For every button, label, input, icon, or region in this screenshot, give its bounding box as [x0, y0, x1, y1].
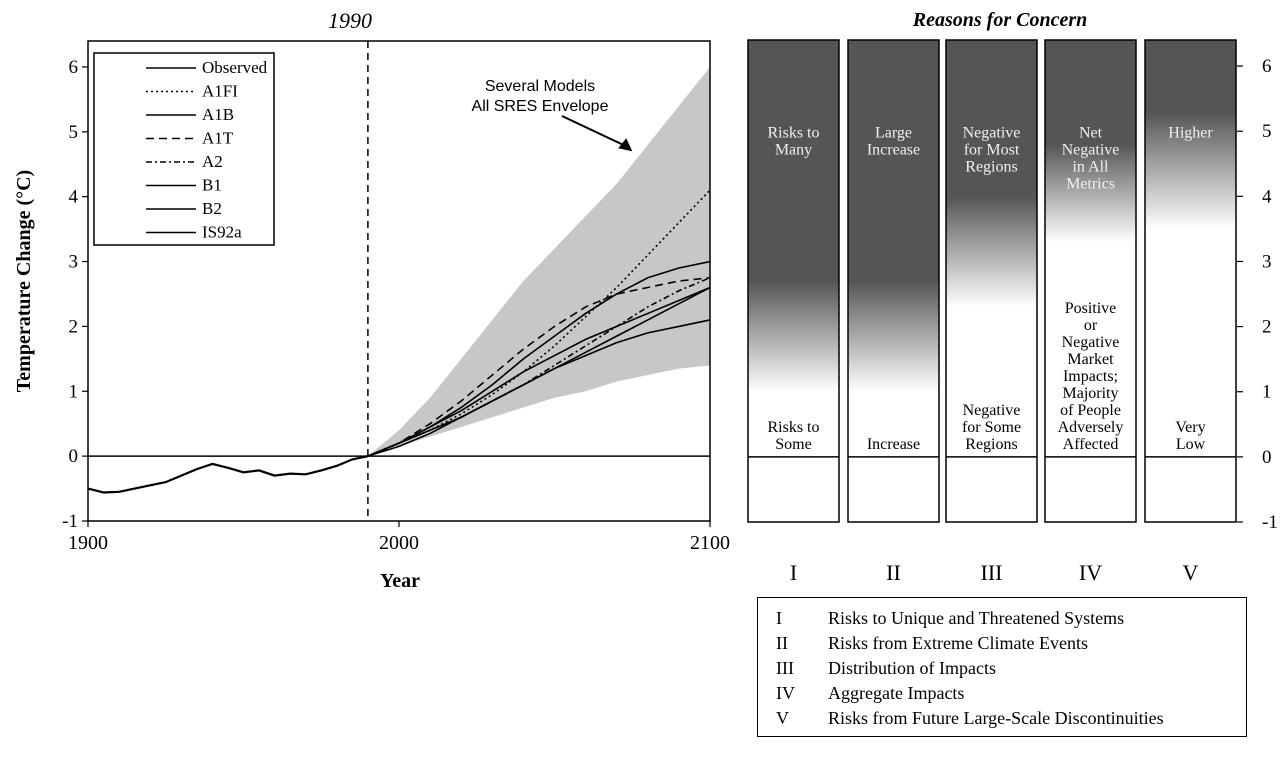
legend-entry: A1B	[202, 105, 234, 124]
y-axis-label: Temperature Change (°C)	[13, 170, 35, 392]
right-y-tick-label: 4	[1262, 186, 1272, 207]
legend-table-row: II Risks from Extreme Climate Events	[772, 631, 1232, 656]
right-y-tick-label: 0	[1262, 447, 1272, 468]
annotation-line-1: Several Models	[485, 78, 595, 95]
low-risk-label: Positive	[1065, 300, 1117, 317]
y-tick-label: 6	[69, 57, 79, 78]
low-risk-label: Increase	[867, 436, 920, 453]
column-id-label: IV	[1079, 560, 1102, 585]
temperature-chart: 1990 -1 0 1 2 3 4 5 6 1900 2000 2100 Year Temperat…	[13, 8, 730, 592]
high-risk-label: Negative	[963, 125, 1021, 142]
legend-table-row: I Risks to Unique and Threatened Systems	[772, 606, 1232, 631]
y-tick-label: -1	[62, 511, 78, 532]
y-tick-label: 5	[69, 122, 79, 143]
low-risk-label: Affected	[1063, 436, 1119, 453]
x-tick-label: 1900	[68, 532, 108, 554]
right-y-tick-label: 5	[1262, 121, 1272, 142]
low-risk-label: Adversely	[1058, 419, 1124, 436]
chart-title-1990: 1990	[328, 8, 372, 33]
annotation-arrow	[561, 115, 629, 149]
legend-table-text: Aggregate Impacts	[828, 683, 965, 703]
low-risk-label: Market	[1067, 351, 1114, 368]
legend-table-id: III	[776, 658, 794, 678]
high-risk-label: in All	[1072, 159, 1109, 176]
legend-table-row: III Distribution of Impacts	[772, 656, 1232, 681]
legend-table-text: Risks to Unique and Threatened Systems	[828, 608, 1125, 628]
right-y-tick-label: 3	[1262, 251, 1272, 272]
legend-table-row: V Risks from Future Large-Scale Discontin…	[772, 706, 1232, 731]
legend-entry: IS92a	[202, 223, 242, 242]
y-tick-label: 0	[69, 446, 79, 467]
legend-entry: A1FI	[202, 82, 238, 101]
low-risk-label: Very	[1175, 419, 1205, 436]
legend-entry: A2	[202, 152, 223, 171]
legend-table-id: IV	[776, 683, 795, 703]
low-risk-label: or	[1084, 317, 1098, 334]
high-risk-label: Risks to	[767, 125, 819, 142]
legend-table-text: Distribution of Impacts	[828, 658, 996, 678]
low-risk-label: Negative	[963, 402, 1021, 419]
column-id-label: II	[886, 560, 901, 585]
high-risk-label: Negative	[1062, 142, 1120, 159]
low-risk-label: Impacts;	[1063, 368, 1118, 385]
reasons-legend-table: I Risks to Unique and Threatened Systems I…	[757, 597, 1247, 737]
low-risk-label: Low	[1176, 436, 1206, 453]
legend-table-text: Risks from Extreme Climate Events	[828, 633, 1088, 653]
y-tick-label: 3	[69, 252, 79, 273]
legend-entry: A1T	[202, 129, 234, 148]
x-tick-label: 2100	[690, 532, 730, 554]
right-y-tick-label: 1	[1262, 382, 1272, 403]
low-risk-label: Negative	[1062, 334, 1120, 351]
low-risk-label: of People	[1060, 402, 1121, 419]
high-risk-label: Large	[875, 125, 912, 142]
x-axis-label: Year	[380, 570, 420, 592]
y-tick-label: 1	[69, 381, 79, 402]
sres-envelope	[367, 66, 710, 457]
right-y-tick-label: 6	[1262, 56, 1272, 77]
column-id-label: I	[790, 560, 797, 585]
column-id-label: V	[1183, 560, 1199, 585]
right-y-tick-label: 2	[1262, 317, 1272, 338]
low-risk-label: Majority	[1063, 385, 1119, 402]
legend-table-id: V	[776, 708, 789, 728]
high-risk-label: Increase	[867, 142, 920, 159]
legend-table-id: II	[776, 633, 788, 653]
low-risk-label: Risks to	[767, 419, 819, 436]
y-tick-label: 4	[69, 187, 79, 208]
annotation-arrowhead	[618, 138, 633, 152]
series-a1t	[367, 276, 711, 457]
high-risk-label: for Most	[964, 142, 1020, 159]
legend-table-row: IV Aggregate Impacts	[772, 681, 1232, 706]
y-tick-label: 2	[69, 316, 79, 337]
low-risk-label: for Some	[962, 419, 1021, 436]
series-legend	[93, 52, 275, 246]
high-risk-label: Many	[775, 142, 812, 159]
high-risk-label: Higher	[1168, 125, 1213, 142]
series-is92a	[367, 286, 711, 457]
reasons-title: Reasons for Concern	[912, 9, 1087, 31]
series-b2	[367, 286, 711, 457]
high-risk-label: Metrics	[1066, 176, 1115, 193]
low-risk-label: Regions	[965, 436, 1017, 453]
low-risk-label: Some	[775, 436, 811, 453]
legend-entry: Observed	[202, 58, 268, 77]
annotation-line-2: All SRES Envelope	[472, 98, 609, 115]
legend-table-text: Risks from Future Large-Scale Discontinu…	[828, 708, 1164, 728]
legend-entry: B2	[202, 199, 222, 218]
right-y-tick-label: -1	[1262, 512, 1278, 533]
high-risk-label: Net	[1079, 125, 1103, 142]
legend-table-id: I	[776, 608, 782, 628]
legend-entry: B1	[202, 176, 222, 195]
x-tick-label: 2000	[379, 532, 419, 554]
high-risk-label: Regions	[965, 159, 1017, 176]
column-id-label: III	[981, 560, 1003, 585]
series-observed	[87, 455, 369, 494]
